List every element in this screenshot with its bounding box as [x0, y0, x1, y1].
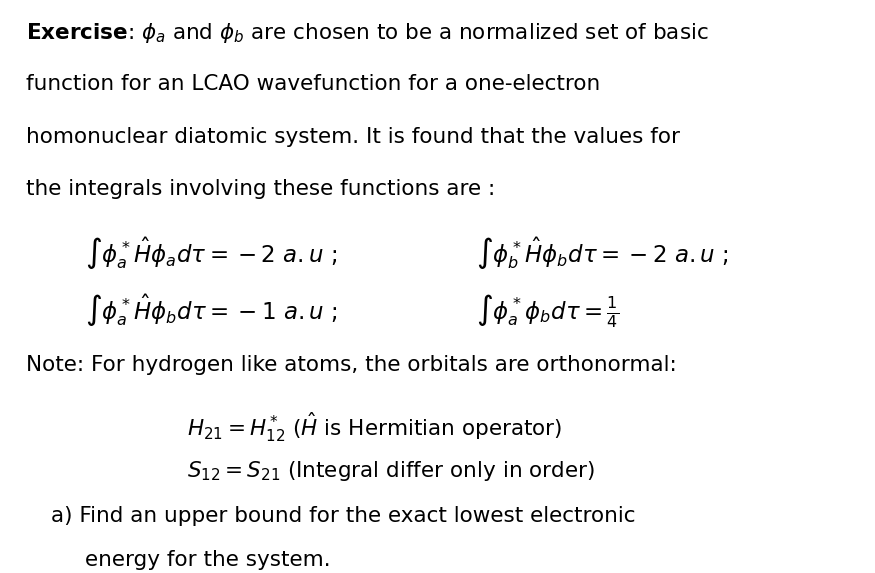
Text: a) Find an upper bound for the exact lowest electronic: a) Find an upper bound for the exact low… — [51, 507, 635, 527]
Text: $\int \phi_a^*\hat{H}\phi_a d\tau = -2\ a.u\ ;$: $\int \phi_a^*\hat{H}\phi_a d\tau = -2\ … — [85, 235, 338, 272]
Text: $\int \phi_a^*\hat{H}\phi_b d\tau = -1\ a.u\ ;$: $\int \phi_a^*\hat{H}\phi_b d\tau = -1\ … — [85, 293, 338, 329]
Text: $\mathbf{Exercise}$: $\phi_a$ and $\phi_b$ are chosen to be a normalized set of : $\mathbf{Exercise}$: $\phi_a$ and $\phi_… — [25, 21, 708, 45]
Text: $\int \phi_b^*\hat{H}\phi_b d\tau = -2\ a.u\ ;$: $\int \phi_b^*\hat{H}\phi_b d\tau = -2\ … — [476, 235, 729, 272]
Text: Note: For hydrogen like atoms, the orbitals are orthonormal:: Note: For hydrogen like atoms, the orbit… — [25, 355, 676, 375]
Text: energy for the system.: energy for the system. — [85, 550, 331, 570]
Text: function for an LCAO wavefunction for a one-electron: function for an LCAO wavefunction for a … — [25, 74, 599, 95]
Text: the integrals involving these functions are :: the integrals involving these functions … — [25, 179, 494, 199]
Text: $H_{21} = H_{12}^*\ (\hat{H}\ \mathrm{is\ Hermitian\ operator})$: $H_{21} = H_{12}^*\ (\hat{H}\ \mathrm{is… — [187, 411, 563, 445]
Text: $S_{12} = S_{21}\ \mathrm{(Integral\ differ\ only\ in\ order)}$: $S_{12} = S_{21}\ \mathrm{(Integral\ dif… — [187, 458, 595, 482]
Text: $\int \phi_a^*\phi_b d\tau = \frac{1}{4}$: $\int \phi_a^*\phi_b d\tau = \frac{1}{4}… — [476, 293, 620, 331]
Text: homonuclear diatomic system. It is found that the values for: homonuclear diatomic system. It is found… — [25, 127, 680, 147]
